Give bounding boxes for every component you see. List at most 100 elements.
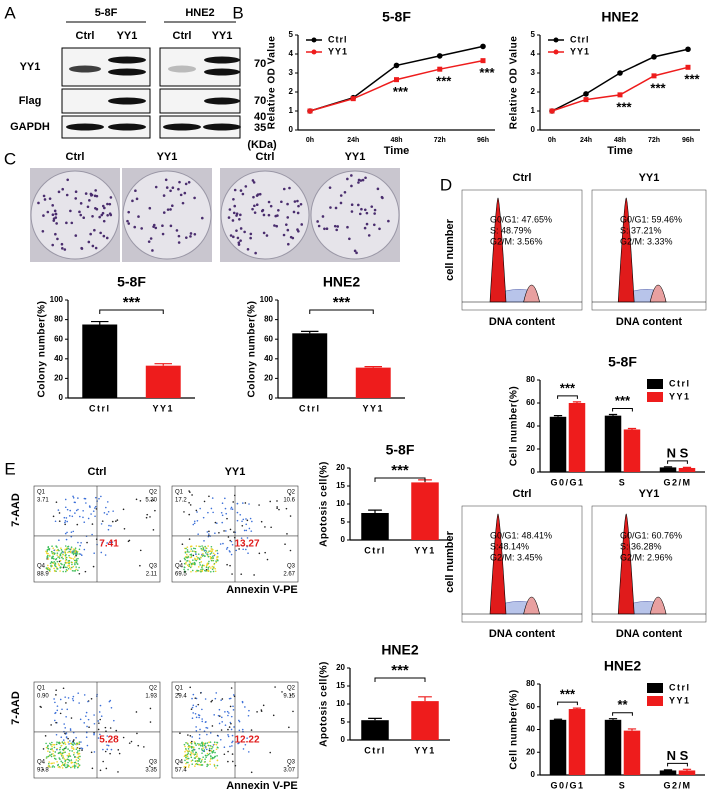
colony: [69, 209, 72, 213]
flow-event: [204, 555, 206, 557]
colony: [89, 232, 92, 236]
flow-event: [78, 741, 81, 743]
flow-event: [179, 560, 182, 562]
flow-event: [285, 507, 288, 510]
colony: [246, 247, 250, 251]
flow-event: [70, 535, 73, 538]
flow-event: [55, 501, 58, 503]
flow-event: [48, 547, 51, 550]
flow-event: [208, 533, 210, 535]
flow-event: [72, 558, 75, 560]
flow-event: [72, 548, 75, 551]
flow-event: [64, 570, 67, 573]
blot-band: [108, 97, 146, 105]
flow-event: [77, 692, 80, 694]
significance: ***: [391, 462, 409, 479]
flow-event: [64, 560, 67, 562]
colony: [260, 209, 264, 213]
flow-event: [67, 545, 70, 548]
flow-event: [250, 729, 253, 731]
quadrant-name: Q4: [175, 564, 184, 570]
flow-event: [191, 697, 193, 700]
cycle-stat: G0/G1: 59.46%: [620, 214, 682, 224]
flow-event: [149, 707, 152, 710]
flow-event: [201, 549, 203, 551]
histogram-column: Ctrl: [513, 488, 532, 500]
flow-event: [206, 531, 209, 533]
flow-event: [205, 547, 207, 549]
blot-row-label: GAPDH: [10, 121, 50, 133]
flow-event: [205, 564, 208, 567]
legend-swatch: [647, 392, 663, 402]
y-tick-label: 80: [526, 375, 535, 384]
flow-event: [93, 714, 95, 716]
flow-event: [46, 558, 48, 560]
g2-peak: [523, 284, 540, 303]
flow-event: [75, 550, 78, 553]
flow-event: [85, 502, 87, 504]
flow-event: [109, 699, 112, 702]
significance: **: [617, 697, 628, 712]
flow-event: [183, 743, 186, 746]
flow-event: [201, 545, 203, 547]
x-tick-label: YY1: [362, 403, 384, 413]
flow-event: [53, 553, 56, 555]
quadrant-center: 12.22: [234, 735, 259, 746]
flow-event: [191, 717, 194, 720]
flow-event: [54, 712, 56, 715]
flow-event: [215, 767, 217, 769]
legend-label: YY1: [570, 46, 590, 56]
flow-event: [51, 741, 53, 744]
flow-event: [214, 521, 217, 524]
flow-event: [108, 741, 110, 743]
flow-event: [215, 692, 218, 694]
flow-event: [93, 733, 95, 736]
flow-event: [184, 745, 186, 748]
y-tick-label: 2: [531, 87, 536, 96]
flow-event: [67, 547, 70, 550]
flow-event: [181, 543, 184, 545]
flow-event: [191, 706, 194, 709]
error-bar: [553, 415, 563, 417]
flow-event: [58, 539, 60, 542]
flow-event: [47, 762, 50, 765]
flow-event: [207, 551, 209, 554]
colony: [286, 202, 289, 206]
colony: [355, 251, 358, 255]
flow-event: [68, 743, 70, 745]
flow-event: [63, 564, 66, 567]
flow-event: [98, 497, 100, 500]
flow-event: [216, 759, 219, 762]
flow-event: [213, 563, 215, 566]
error-bar: [627, 728, 637, 731]
flow-event: [52, 547, 54, 550]
flow-event: [72, 754, 75, 756]
flow-event: [231, 753, 234, 755]
y-tick-label: 5: [341, 717, 346, 726]
colony: [175, 229, 179, 232]
colony: [286, 228, 290, 232]
colony: [200, 216, 204, 220]
flow-event: [71, 761, 74, 764]
colony: [258, 192, 262, 196]
flow-event: [78, 758, 81, 761]
y-tick-label: 0: [289, 125, 294, 134]
colony: [232, 235, 235, 239]
flow-event: [195, 697, 198, 700]
colony: [364, 176, 367, 180]
error-bar: [368, 509, 382, 513]
flow-event: [64, 554, 67, 557]
colony: [148, 206, 152, 210]
plate-label: Ctrl: [66, 151, 85, 163]
flow-event: [70, 745, 73, 748]
flow-event: [215, 748, 218, 751]
flow-event: [78, 749, 81, 752]
blot-row-label: YY1: [20, 61, 41, 73]
flow-event: [47, 755, 50, 758]
flow-event: [200, 547, 203, 550]
colony: [133, 225, 137, 229]
flow-event: [203, 749, 206, 751]
flow-event: [238, 719, 240, 722]
flow-event: [59, 748, 61, 751]
flow-event: [52, 555, 54, 558]
